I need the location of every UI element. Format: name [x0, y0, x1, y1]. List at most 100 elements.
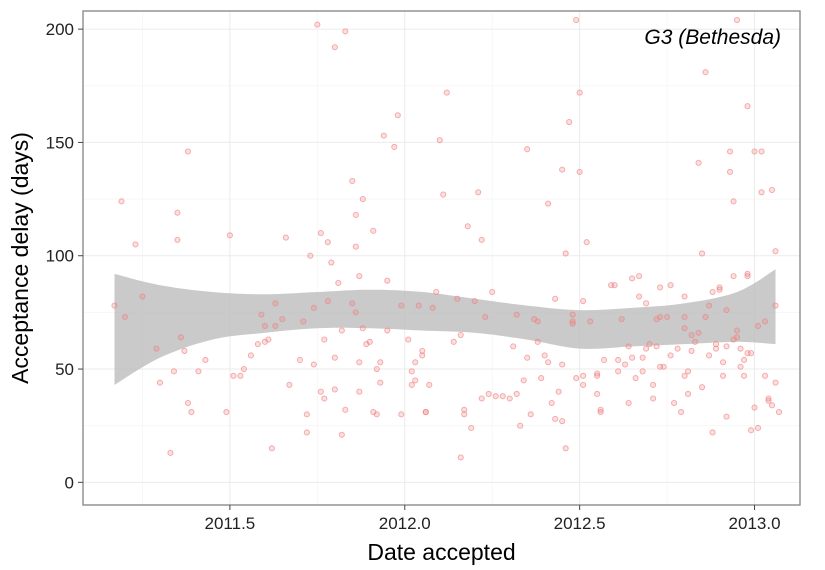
data-point	[153, 345, 160, 352]
data-point	[286, 381, 293, 388]
data-point	[419, 347, 426, 354]
data-point	[436, 137, 443, 144]
data-point	[139, 293, 146, 300]
data-point	[258, 311, 265, 318]
data-point	[580, 298, 587, 305]
data-point	[426, 381, 433, 388]
data-point	[569, 311, 576, 318]
panel: G3 (Bethesda)	[82, 10, 801, 506]
data-point	[303, 411, 310, 418]
data-point	[559, 361, 566, 368]
data-point	[412, 377, 419, 384]
data-point	[594, 372, 601, 379]
data-point	[695, 159, 702, 166]
data-point	[611, 282, 618, 289]
data-point	[513, 390, 520, 398]
data-point	[412, 359, 419, 366]
data-point	[132, 241, 139, 248]
data-point	[733, 327, 741, 334]
data-point	[356, 359, 363, 366]
data-point	[552, 415, 559, 422]
data-point	[754, 322, 762, 330]
data-point	[461, 411, 468, 418]
x-axis: 2011.5 2012.0 2012.5 2013.0	[205, 505, 781, 533]
data-point	[520, 377, 527, 384]
data-point	[398, 411, 405, 418]
y-axis-title: Acceptance delay (days)	[7, 132, 33, 384]
data-point	[373, 365, 380, 373]
data-point	[643, 345, 650, 352]
data-point	[331, 354, 338, 361]
data-point	[740, 372, 748, 379]
data-point	[559, 166, 566, 173]
data-point	[524, 354, 531, 361]
data-point	[338, 431, 345, 438]
data-point	[695, 329, 702, 336]
data-point	[726, 168, 734, 175]
data-point	[342, 406, 349, 413]
data-point	[740, 356, 748, 364]
data-point	[384, 277, 391, 284]
data-point	[775, 409, 783, 416]
data-point	[265, 336, 272, 343]
data-point	[653, 343, 660, 350]
data-point	[646, 341, 653, 348]
data-point	[580, 372, 587, 379]
data-point	[566, 118, 573, 126]
data-point	[692, 338, 699, 345]
data-point	[475, 189, 482, 196]
data-point	[419, 352, 426, 359]
x-tick-label: 2012.5	[554, 514, 606, 533]
data-point	[671, 399, 678, 407]
data-point	[538, 375, 545, 382]
data-point	[237, 372, 244, 379]
data-point	[118, 198, 125, 205]
data-point	[471, 298, 478, 305]
data-point	[408, 368, 415, 375]
data-point	[174, 209, 181, 216]
data-point	[338, 327, 345, 334]
data-point	[657, 313, 664, 320]
data-point	[317, 388, 324, 395]
data-point	[524, 146, 531, 153]
data-point	[761, 372, 769, 379]
data-point	[688, 347, 695, 354]
data-point	[352, 243, 359, 250]
data-point	[674, 345, 681, 352]
smooth-confidence-band	[114, 269, 776, 385]
data-point	[650, 395, 657, 402]
data-point	[489, 288, 496, 296]
data-point	[440, 191, 447, 198]
data-point	[629, 275, 636, 282]
data-point	[747, 427, 755, 434]
data-point	[702, 313, 709, 320]
data-point	[370, 227, 377, 234]
data-point	[506, 395, 513, 402]
data-point	[555, 388, 562, 395]
data-point	[730, 273, 737, 280]
data-point	[639, 354, 646, 361]
data-point	[230, 372, 237, 379]
data-points	[111, 17, 783, 461]
data-point	[730, 198, 737, 205]
data-point	[461, 406, 468, 413]
data-point	[706, 302, 713, 309]
data-point	[384, 327, 391, 334]
data-point	[324, 298, 331, 305]
data-point	[744, 273, 751, 280]
data-point	[754, 424, 762, 432]
data-point	[664, 313, 671, 320]
data-point	[331, 386, 338, 393]
data-point	[601, 356, 608, 364]
data-point	[366, 338, 373, 345]
data-point	[580, 381, 587, 388]
data-point	[723, 307, 730, 314]
data-point	[307, 252, 314, 259]
data-point	[768, 186, 776, 194]
data-point	[625, 343, 632, 350]
data-point	[632, 375, 639, 382]
data-point	[457, 331, 464, 339]
data-point	[597, 406, 604, 413]
data-point	[349, 300, 356, 307]
data-point	[737, 363, 744, 370]
